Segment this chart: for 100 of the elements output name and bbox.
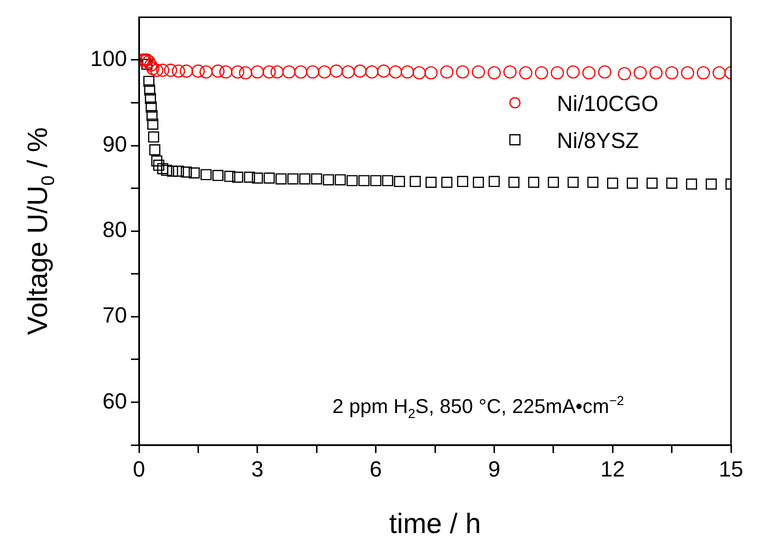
y-tick-label: 60 [102,388,127,414]
point [199,65,213,79]
point [299,173,310,184]
point [147,118,158,130]
point [143,76,154,87]
point [410,176,421,188]
point [508,176,520,188]
x-axis-title: time / h [389,508,481,539]
point [153,160,164,171]
point [394,176,406,188]
point [231,65,244,79]
point [358,175,370,186]
point [618,67,632,80]
point [528,176,540,188]
point [146,110,158,122]
point [172,64,186,78]
point [388,65,402,79]
point [148,131,160,143]
point [144,58,158,72]
point [440,65,454,79]
point [488,66,501,80]
point [400,65,414,79]
point [212,170,224,182]
point [311,173,322,184]
point [270,65,284,79]
point [330,64,343,78]
legend-label: Ni/8YSZ [556,128,639,153]
point [294,65,308,79]
y-tick-label: 90 [102,132,127,157]
point [377,64,390,78]
point [144,84,156,96]
point [598,65,612,79]
point [441,176,452,188]
point [276,173,287,184]
point [582,66,596,80]
point [666,178,678,189]
point [262,65,276,79]
point [550,66,564,80]
point [568,176,579,188]
point [306,65,320,79]
point [370,175,382,186]
point [164,64,178,77]
point [232,172,244,183]
point [219,65,232,79]
point [426,176,437,188]
point [211,64,225,78]
point [346,175,358,186]
point [472,176,484,188]
point [472,65,486,79]
point [264,172,275,184]
point [146,62,160,76]
point [151,155,162,166]
point [144,92,156,104]
point [686,178,698,190]
point [146,101,157,113]
x-tick-label: 12 [600,456,625,482]
point [318,65,332,79]
point [607,178,618,189]
point [634,66,647,80]
point [172,166,184,177]
x-tick-label: 9 [488,456,500,482]
point [238,66,252,80]
point [519,66,532,80]
point [587,176,598,188]
point [150,64,164,77]
x-tick-label: 0 [132,456,146,482]
point [566,65,580,79]
y-tick-label: 80 [102,217,127,242]
x-tick-label: 3 [251,456,264,482]
point [180,64,193,78]
point [224,170,236,182]
point [665,66,678,80]
point [548,176,559,188]
point [457,176,468,188]
point [649,66,663,80]
point [287,173,298,184]
point [180,166,192,178]
point [534,66,548,80]
point [244,172,256,183]
point [365,65,378,79]
point [156,64,170,77]
x-tick-label: 15 [718,456,744,482]
point [626,178,638,189]
y-tick-label: 70 [102,302,127,328]
point [157,163,168,174]
point [282,65,296,79]
point [412,66,426,80]
point [322,174,334,186]
point [149,144,160,156]
point [696,66,710,80]
point [488,176,500,188]
point [188,167,200,178]
legend-label: Ni/10CGO [556,90,658,116]
point [252,172,263,184]
point [166,166,178,177]
point [706,178,717,190]
point [334,174,346,186]
x-tick-label: 6 [370,456,382,482]
y-axis-title: Voltage U/U0 / % [22,127,58,335]
point [353,64,367,78]
